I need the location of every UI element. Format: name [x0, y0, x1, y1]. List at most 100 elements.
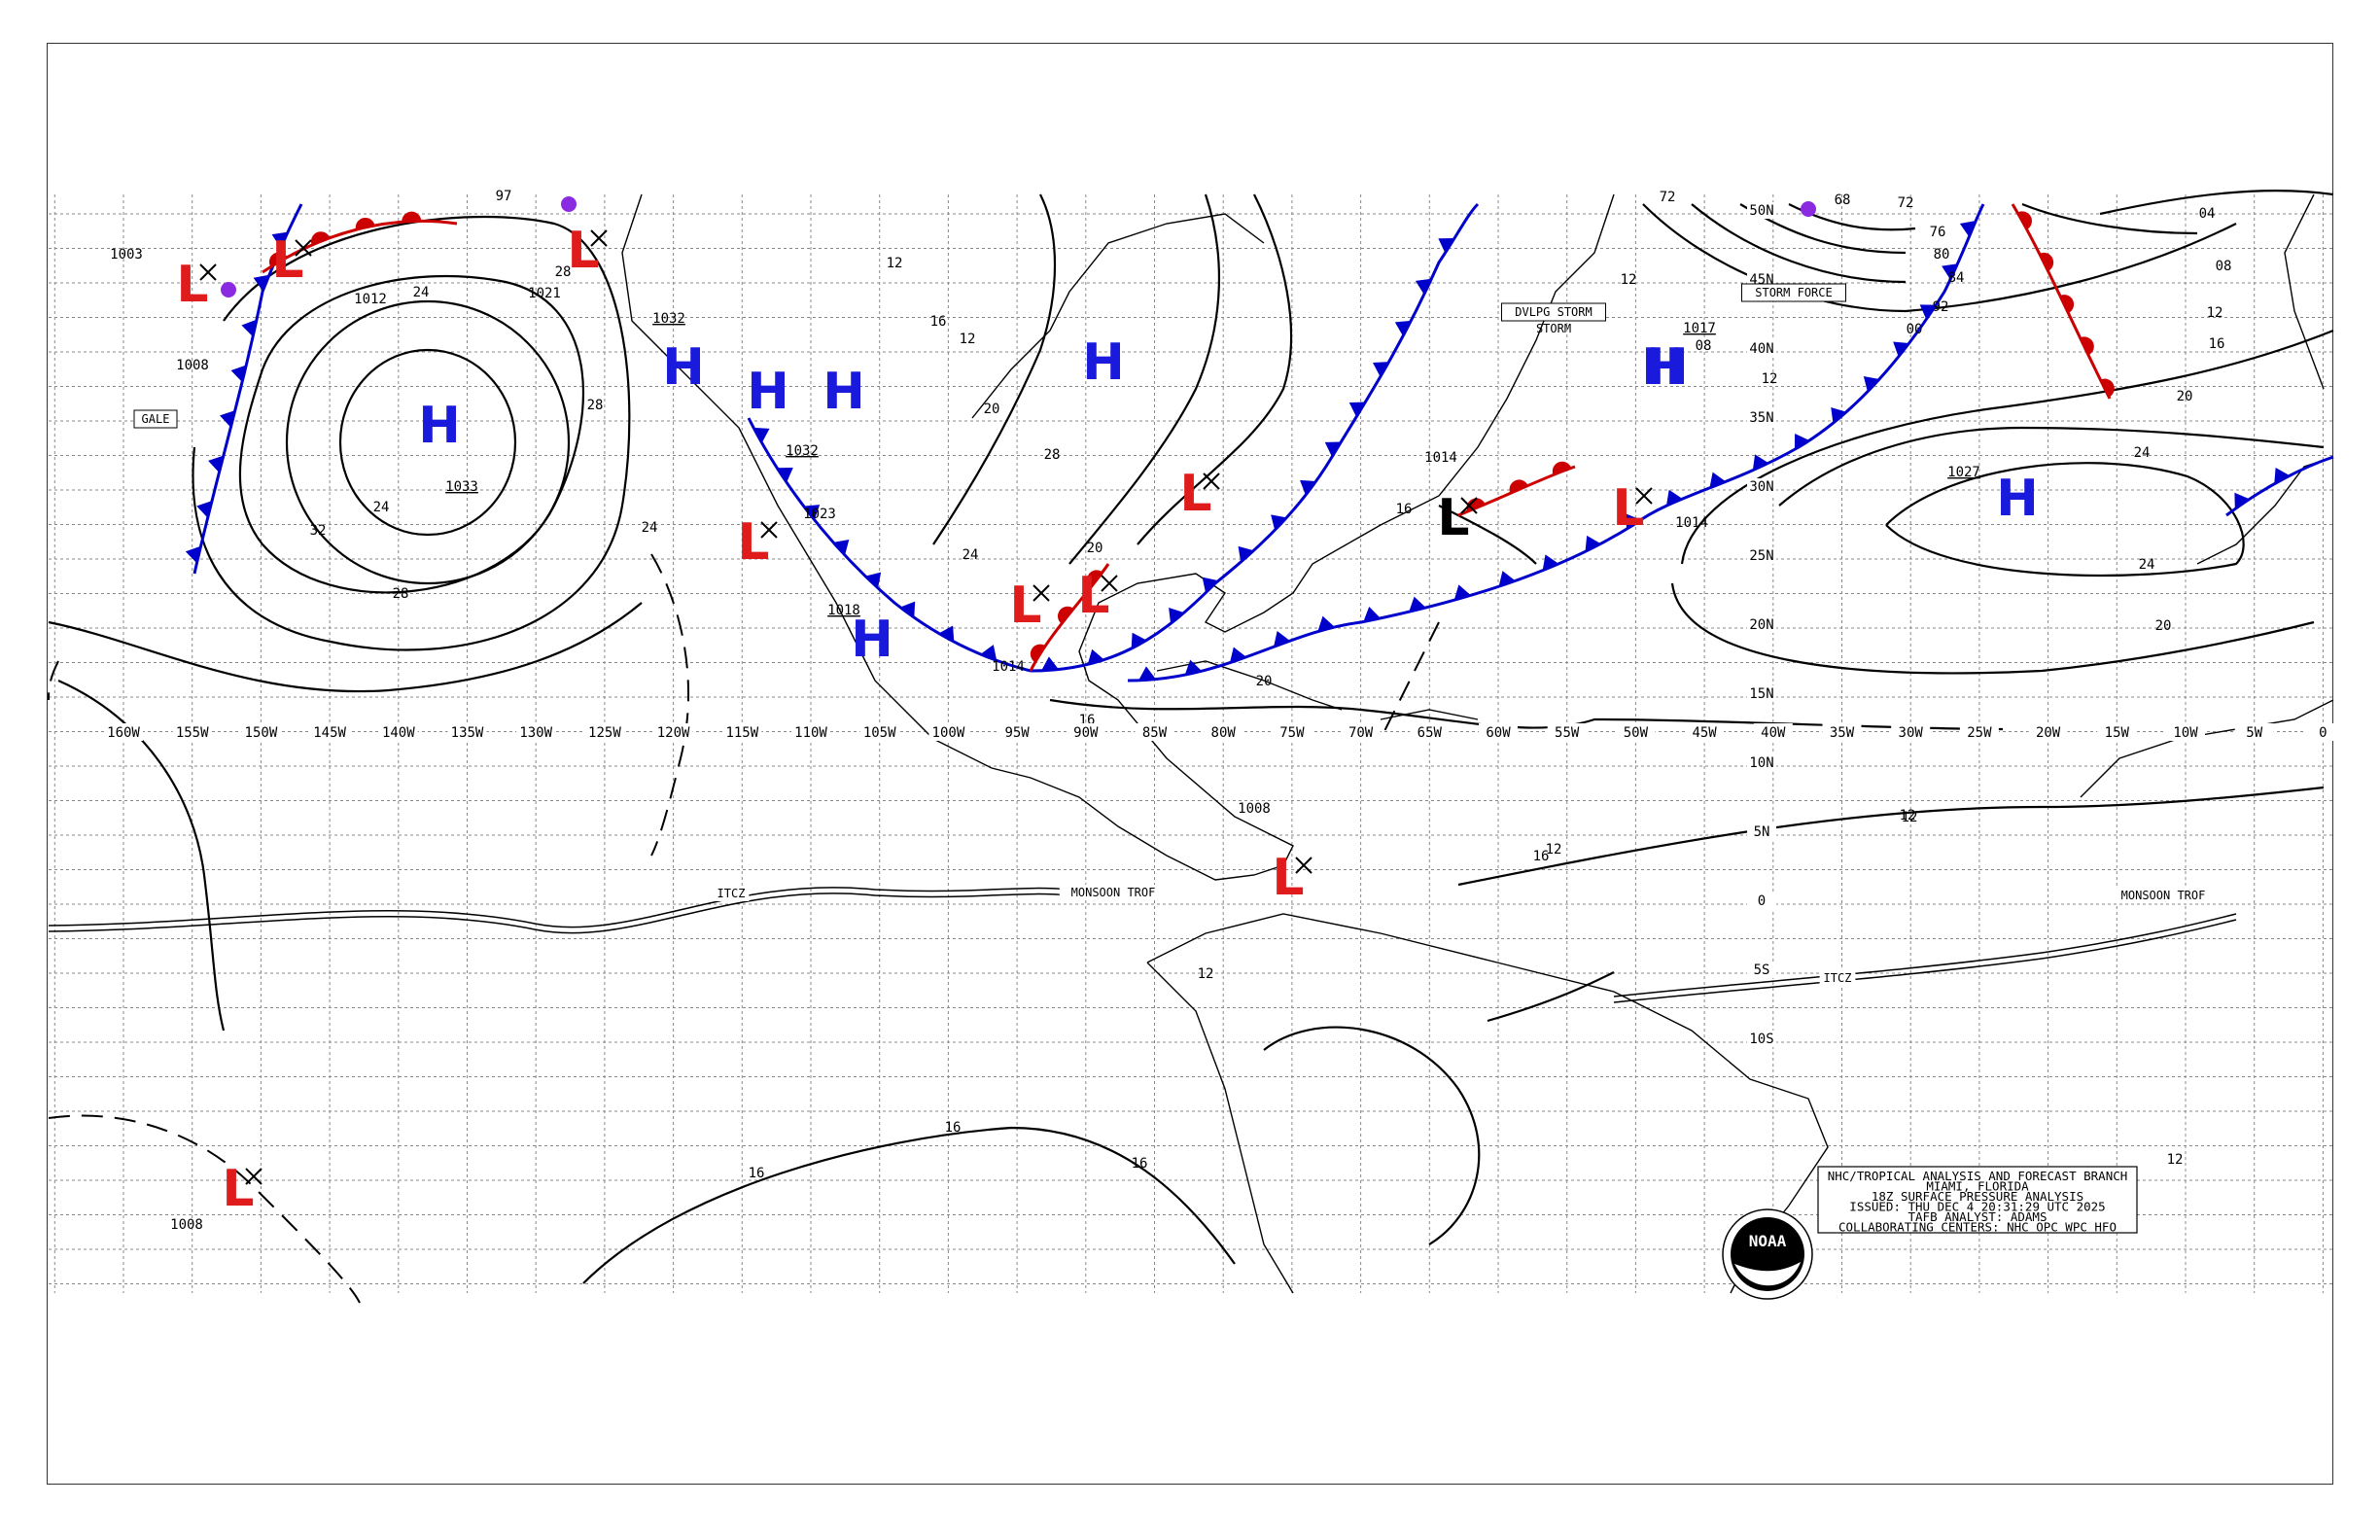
svg-text:H: H — [662, 338, 705, 397]
cold-front-symbol — [980, 645, 998, 661]
cold-front-symbol — [271, 231, 289, 249]
svg-text:130W: 130W — [519, 725, 552, 741]
longitude-label: 35W — [1822, 723, 1862, 741]
noaa-logo: NOAA — [1722, 1208, 1813, 1300]
feature-label: ITCZ — [1819, 970, 1856, 986]
occluded-front-symbol — [1801, 201, 1816, 217]
isobar-label: 32 — [310, 523, 327, 539]
cold-front-symbol — [219, 410, 235, 428]
cold-front-symbol — [1363, 607, 1381, 622]
isobar-label: 12 — [2207, 305, 2223, 321]
warm-front-symbol — [2080, 336, 2094, 356]
svg-text:5S: 5S — [1754, 962, 1770, 978]
info-line: COLLABORATING CENTERS: NHC OPC WPC HFO — [1838, 1220, 2117, 1235]
svg-text:50W: 50W — [1624, 725, 1649, 741]
svg-text:STORM: STORM — [1536, 322, 1571, 335]
svg-text:10W: 10W — [2173, 725, 2198, 741]
svg-text:DVLPG STORM: DVLPG STORM — [1515, 305, 1592, 319]
svg-text:100W: 100W — [932, 725, 965, 741]
cold-front-symbol — [1453, 584, 1471, 601]
isobar-label: 1003 — [110, 247, 143, 262]
cold-front-symbol — [1831, 406, 1847, 424]
high-pressure-center: H 1032 — [786, 363, 865, 459]
longitude-label: 100W — [928, 723, 968, 741]
isobar-label: 08 — [2216, 259, 2232, 274]
isobars — [48, 189, 2334, 1284]
cold-front-symbol — [1752, 454, 1769, 471]
cold-front-symbol — [832, 540, 850, 556]
isobar-label: 24 — [642, 520, 658, 536]
cold-front-symbol — [1665, 489, 1683, 507]
isobar-label: 28 — [555, 264, 572, 280]
svg-text:MONSOON TROF: MONSOON TROF — [1071, 886, 1156, 899]
svg-text:24: 24 — [962, 547, 979, 563]
cold-front-symbol — [899, 601, 916, 618]
svg-text:30W: 30W — [1899, 725, 1924, 741]
svg-text:68: 68 — [1835, 192, 1851, 208]
svg-text:24: 24 — [413, 285, 430, 300]
isobar-label: 24 — [413, 285, 430, 300]
longitude-label: 145W — [310, 723, 350, 741]
svg-text:1033: 1033 — [445, 479, 478, 495]
svg-text:1014: 1014 — [1675, 515, 1708, 531]
cold-front-symbol — [938, 625, 955, 643]
cold-front-symbol — [241, 319, 258, 337]
longitude-label: 5W — [2234, 723, 2274, 741]
warm-front-symbol — [1058, 606, 1074, 624]
longitude-label: 80W — [1204, 723, 1243, 741]
svg-text:12: 12 — [960, 332, 976, 347]
isobar-label: 72 — [1660, 190, 1676, 205]
longitude-label: 15W — [2097, 723, 2137, 741]
svg-text:105W: 105W — [863, 725, 896, 741]
isobar-label: 28 — [1044, 447, 1061, 463]
svg-text:1032: 1032 — [786, 443, 819, 459]
cold-front-symbol — [196, 501, 212, 518]
svg-text:GALE: GALE — [142, 412, 170, 426]
cold-front-symbol — [864, 572, 882, 588]
low-pressure-center: L 1014 — [1612, 479, 1707, 538]
high-pressure-center: H — [1646, 338, 1689, 397]
cold-front-symbol — [1498, 571, 1516, 587]
svg-text:L: L — [1009, 577, 1041, 635]
isobar-label: 16 — [1132, 1156, 1148, 1172]
longitude-label: 105W — [859, 723, 899, 741]
svg-text:92: 92 — [1933, 299, 1949, 315]
svg-text:24: 24 — [642, 520, 658, 536]
info-line: 18Z SURFACE PRESSURE ANALYSIS — [1872, 1189, 2083, 1204]
latitude-label: 15N — [1747, 685, 1776, 702]
isobar-label: 00 — [1907, 322, 1923, 337]
troughs — [48, 553, 1440, 1304]
isobar-label: 20 — [2155, 618, 2172, 634]
isobar-label: 68 — [1835, 192, 1851, 208]
svg-text:L: L — [1612, 479, 1644, 538]
isobar-label: 12 — [1546, 842, 1562, 858]
svg-text:12: 12 — [887, 256, 903, 271]
isobar-label: 12 — [887, 256, 903, 271]
isobar-label: 28 — [587, 398, 604, 413]
front-symbols — [185, 196, 2291, 681]
svg-text:10S: 10S — [1749, 1032, 1773, 1047]
cold-front-symbol — [1373, 362, 1389, 377]
svg-text:H: H — [747, 363, 789, 421]
svg-text:16: 16 — [1533, 849, 1550, 864]
svg-text:H: H — [1996, 470, 2039, 528]
info-box: NHC/TROPICAL ANALYSIS AND FORECAST BRANC… — [1817, 1166, 2138, 1235]
svg-text:155W: 155W — [176, 725, 209, 741]
svg-text:28: 28 — [555, 264, 572, 280]
warm-front-symbol — [2039, 252, 2054, 271]
cold-front-symbol — [1438, 238, 1455, 254]
feature-label: MONSOON TROF — [2109, 888, 2218, 903]
isobar-labels: 1003971021242828243228241216122024282016… — [110, 189, 2231, 1181]
cold-front-symbol — [1959, 221, 1977, 237]
longitude-label: 40W — [1753, 723, 1793, 741]
isobar-label: 16 — [2209, 336, 2225, 352]
high-pressure-center: H 1027 — [1947, 465, 2039, 528]
feature-labels: ITCZ MONSOON TROF ITCZ MONSOON TROF — [713, 885, 2218, 986]
isobar-label: 16 — [749, 1166, 765, 1181]
high-pressure-center: H — [747, 363, 789, 421]
svg-text:84: 84 — [1948, 270, 1965, 286]
isobar-label: 24 — [962, 547, 979, 563]
isobar-label: 16 — [945, 1120, 962, 1136]
